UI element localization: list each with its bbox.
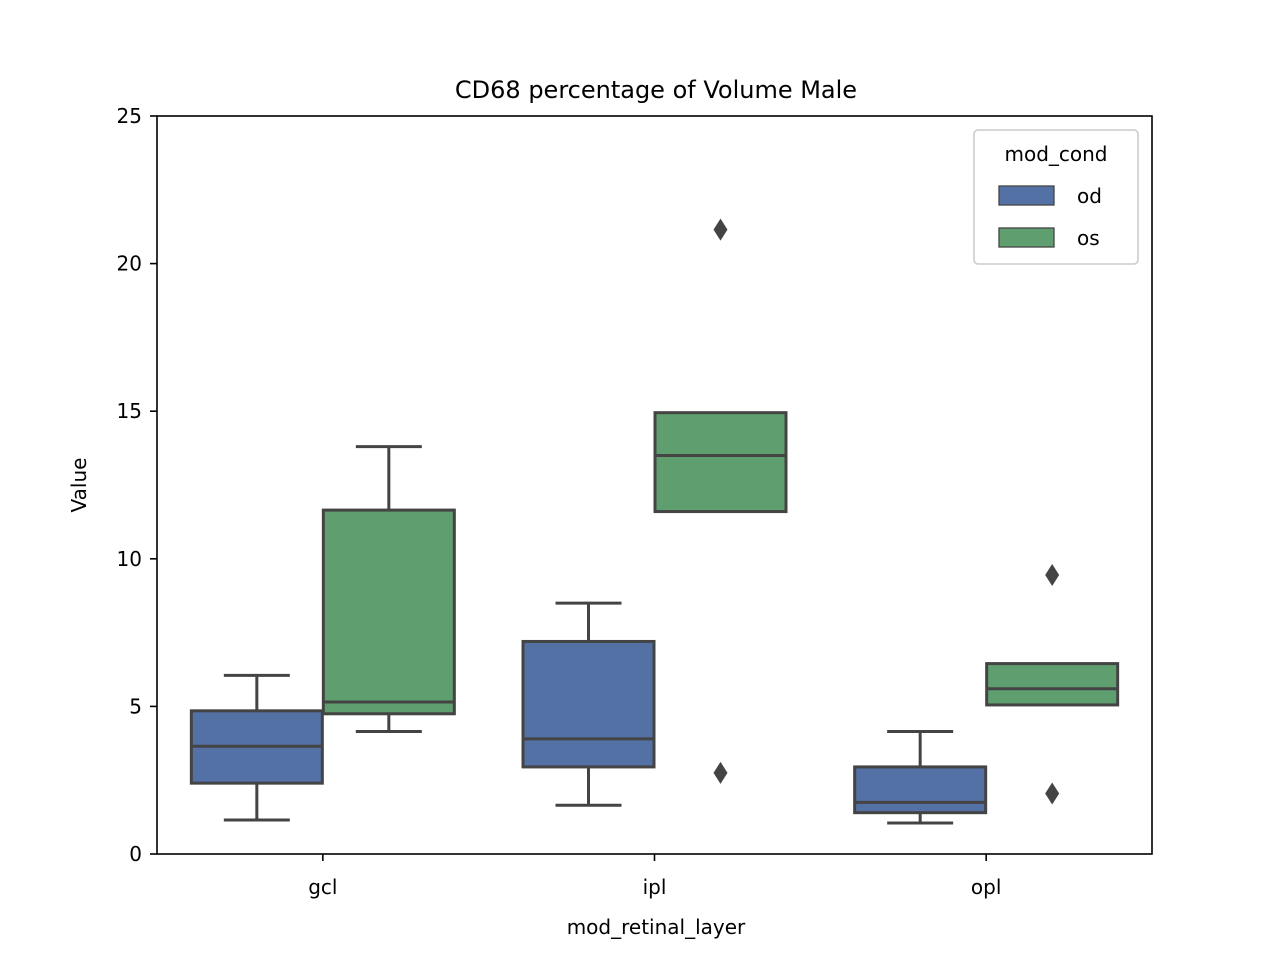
legend-label-od: od bbox=[1077, 184, 1102, 208]
box-os-ipl bbox=[653, 218, 788, 784]
x-axis-label: mod_retinal_layer bbox=[567, 915, 746, 939]
outlier-point bbox=[1045, 782, 1060, 805]
box-body bbox=[853, 765, 988, 815]
box-body bbox=[521, 639, 656, 769]
box-od-ipl bbox=[521, 601, 656, 807]
box-os-gcl bbox=[321, 445, 456, 733]
legend-title: mod_cond bbox=[1004, 142, 1107, 166]
x-tick-label: opl bbox=[971, 875, 1002, 899]
y-tick-label: 10 bbox=[117, 547, 142, 571]
y-tick-label: 0 bbox=[129, 842, 142, 866]
y-tick-label: 20 bbox=[117, 252, 142, 276]
outlier-point bbox=[1045, 564, 1060, 587]
x-tick-label: ipl bbox=[643, 875, 667, 899]
x-axis: gcl ipl opl bbox=[308, 854, 1001, 899]
y-tick-label: 25 bbox=[117, 104, 142, 128]
box-os-opl bbox=[985, 564, 1120, 805]
y-axis-label: Value bbox=[67, 458, 91, 513]
box-body bbox=[653, 411, 788, 514]
y-tick-label: 15 bbox=[117, 399, 142, 423]
box-body bbox=[985, 662, 1120, 707]
y-axis: 0 5 10 15 20 25 bbox=[117, 104, 157, 866]
legend-swatch-od bbox=[998, 185, 1055, 206]
outlier-point bbox=[713, 218, 728, 241]
box-od-opl bbox=[853, 729, 988, 825]
box-body bbox=[321, 508, 456, 716]
legend-label-os: os bbox=[1077, 226, 1100, 250]
plot-area bbox=[189, 218, 1120, 825]
chart-title: CD68 percentage of Volume Male bbox=[455, 76, 857, 104]
y-tick-label: 5 bbox=[129, 694, 142, 718]
legend: mod_cond od os bbox=[973, 129, 1139, 265]
outlier-point bbox=[713, 761, 728, 784]
x-tick-label: gcl bbox=[308, 875, 337, 899]
legend-swatch-os bbox=[998, 227, 1055, 248]
box-od-gcl bbox=[189, 673, 324, 822]
